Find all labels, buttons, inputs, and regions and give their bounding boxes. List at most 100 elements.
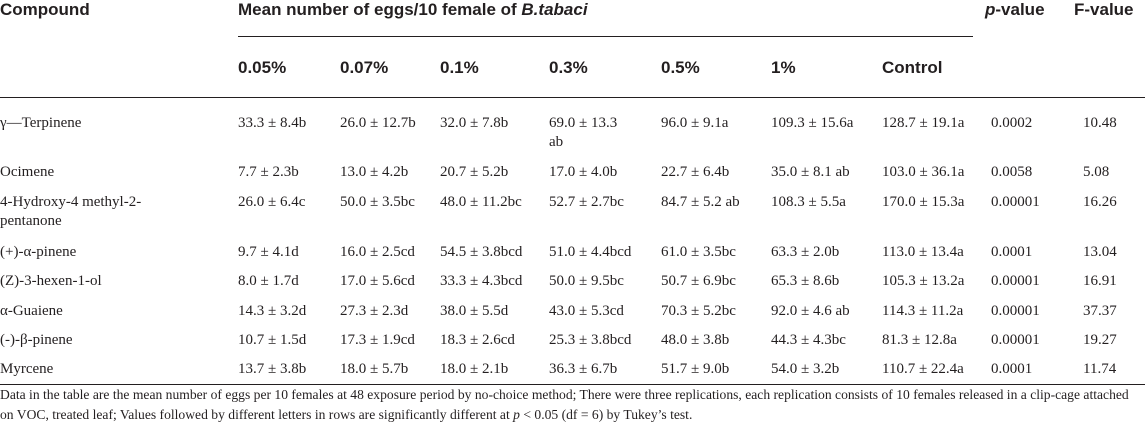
table-cell: 14.3 ± 3.2d [238,303,307,319]
table-row-compound: Myrcene [0,361,54,377]
table-cell: 96.0 ± 9.1a [661,115,729,131]
table-cell: 33.3 ± 8.4b [238,115,307,131]
table-cell: 18.0 ± 5.7b [340,361,409,377]
table-footnote: Data in the table are the mean number of… [0,385,1140,425]
conc-header-0-1: 0.1% [440,58,479,77]
table-cell: 63.3 ± 2.0b [771,244,840,260]
table-cell: 26.0 ± 6.4c [238,194,306,210]
footnote-part2: < 0.05 (df = 6) by Tukey’s test. [519,407,693,422]
table-row-compound: γ—Terpinene [0,115,82,131]
table-cell: 20.7 ± 5.2b [440,164,509,180]
table-cell: 35.0 ± 8.1 ab [771,164,850,180]
table-cell-f: 11.74 [1083,361,1117,377]
header-p-suffix: -value [995,0,1045,19]
table-cell: 109.3 ± 15.6a [771,115,854,131]
table-cell: 25.3 ± 3.8bcd [549,332,632,348]
table-cell-p: 0.00001 [991,273,1040,289]
table-cell-p: 0.00001 [991,303,1040,319]
table-cell-p: 0.00001 [991,194,1040,210]
table-cell: 92.0 ± 4.6 ab [771,303,850,319]
table-cell: 69.0 ± 13.3 ab [549,115,618,150]
table-cell: 54.5 ± 3.8bcd [440,244,523,260]
table-cell: 13.7 ± 3.8b [238,361,307,377]
table-cell: 113.0 ± 13.4a [882,244,964,260]
header-p-value: p-value [985,0,1045,20]
table-cell: 128.7 ± 19.1a [882,115,965,131]
table-cell-f: 16.91 [1083,273,1117,289]
table-cell: 38.0 ± 5.5d [440,303,509,319]
table-cell-f: 37.37 [1083,303,1117,319]
table-bottom-rule [0,384,1145,385]
table-cell: 54.0 ± 3.2b [771,361,840,377]
table-cell: 70.3 ± 5.2bc [661,303,736,319]
table-cell: 17.0 ± 5.6cd [340,273,415,289]
table-row-compound: 4-Hydroxy-4 methyl-2-pentanone [0,194,142,229]
table-cell-p: 0.0001 [991,361,1033,377]
header-mean-prefix: Mean number of eggs/10 female of [238,0,522,19]
header-mean-eggs: Mean number of eggs/10 female of B.tabac… [238,0,588,20]
table-cell: 17.3 ± 1.9cd [340,332,415,348]
header-p-letter: p [985,0,996,19]
table-cell: 81.3 ± 12.8a [882,332,957,348]
table-cell: 27.3 ± 2.3d [340,303,409,319]
table-cell: 33.3 ± 4.3bcd [440,273,523,289]
table-cell-p: 0.00001 [991,332,1040,348]
table-row-compound: (+)-α-pinene [0,244,77,260]
conc-header-1: 1% [771,58,796,77]
header-f-value: F-value [1074,0,1134,19]
table-cell-p: 0.0001 [991,244,1033,260]
table-cell-f: 5.08 [1083,164,1110,180]
footnote-part1: Data in the table are the mean number of… [0,387,1129,422]
header-species: B.tabaci [521,0,588,19]
table-cell: 50.0 ± 9.5bc [549,273,624,289]
table-cell: 114.3 ± 11.2a [882,303,964,319]
table-cell-p: 0.0058 [991,164,1033,180]
table-cell: 50.7 ± 6.9bc [661,273,736,289]
table-cell: 50.0 ± 3.5bc [340,194,415,210]
table-cell: 65.3 ± 8.6b [771,273,840,289]
table-cell: 48.0 ± 11.2bc [440,194,522,210]
table-cell: 48.0 ± 3.8b [661,332,730,348]
spanner-rule [238,36,973,37]
table-cell: 18.3 ± 2.6cd [440,332,515,348]
conc-header-0-07: 0.07% [340,58,389,77]
table-cell: 43.0 ± 5.3cd [549,303,624,319]
table-cell: 44.3 ± 4.3bc [771,332,846,348]
table-cell: 26.0 ± 12.7b [340,115,416,131]
table-cell: 7.7 ± 2.3b [238,164,299,180]
header-compound: Compound [0,0,90,19]
table-cell-f: 13.04 [1083,244,1117,260]
footnote-p-letter: p [513,407,520,422]
table-row-compound: Ocimene [0,164,55,180]
table-cell: 13.0 ± 4.2b [340,164,409,180]
table-cell: 52.7 ± 2.7bc [549,194,624,210]
table-cell: 16.0 ± 2.5cd [340,244,415,260]
table-row-compound: (-)-β-pinene [0,332,73,348]
table-cell: 8.0 ± 1.7d [238,273,299,289]
table-cell: 32.0 ± 7.8b [440,115,509,131]
table-row-compound: α-Guaiene [0,303,63,319]
conc-header-0-3: 0.3% [549,58,588,77]
header-rule [0,97,1145,98]
table-cell: 36.3 ± 6.7b [549,361,618,377]
table-cell: 84.7 ± 5.2 ab [661,194,740,210]
table-cell: 103.0 ± 36.1a [882,164,965,180]
table-cell: 51.7 ± 9.0b [661,361,730,377]
table-cell: 17.0 ± 4.0b [549,164,618,180]
table-cell-f: 19.27 [1083,332,1117,348]
table-cell: 18.0 ± 2.1b [440,361,509,377]
conc-header-0-5: 0.5% [661,58,700,77]
table-cell-p: 0.0002 [991,115,1033,131]
table-row-compound: (Z)-3-hexen-1-ol [0,273,102,289]
table-cell: 10.7 ± 1.5d [238,332,307,348]
conc-header-control: Control [882,58,943,77]
table-cell: 9.7 ± 4.1d [238,244,299,260]
conc-header-0-05: 0.05% [238,58,287,77]
table-cell-f: 16.26 [1083,194,1117,210]
table-cell: 170.0 ± 15.3a [882,194,965,210]
table-cell: 108.3 ± 5.5a [771,194,846,210]
table-cell: 61.0 ± 3.5bc [661,244,736,260]
table-cell: 110.7 ± 22.4a [882,361,964,377]
table-cell-f: 10.48 [1083,115,1117,131]
table-cell: 22.7 ± 6.4b [661,164,730,180]
